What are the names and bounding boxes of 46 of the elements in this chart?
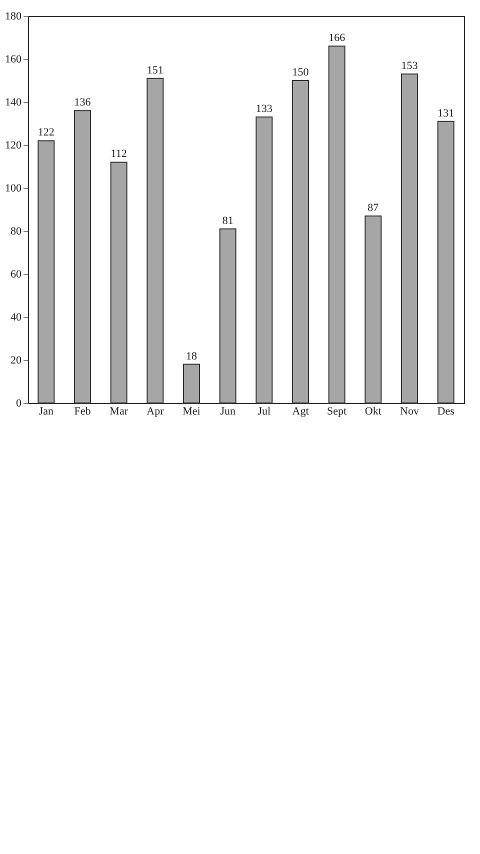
y-tick-label: 80 — [10, 226, 22, 238]
y-tick-label: 140 — [5, 96, 22, 108]
y-tick-label: 40 — [10, 312, 22, 324]
data-label: 112 — [110, 148, 127, 160]
bar — [74, 110, 91, 404]
data-label: 150 — [292, 66, 310, 78]
y-tick-label: 60 — [10, 268, 22, 280]
data-label: 136 — [74, 96, 92, 109]
x-tick-label: Agt — [292, 406, 309, 418]
bar — [183, 364, 200, 404]
bar — [146, 78, 164, 404]
bar — [38, 140, 55, 404]
bar — [219, 228, 236, 404]
y-tick-label: 100 — [5, 182, 22, 194]
data-label: 153 — [401, 60, 418, 72]
data-label: 166 — [328, 32, 346, 44]
data-label: 87 — [368, 202, 380, 214]
bar — [256, 116, 273, 404]
x-tick-label: Apr — [146, 406, 164, 418]
x-tick-label: Okt — [364, 406, 382, 418]
x-tick-label: Sept — [327, 406, 347, 418]
x-tick-label: Jun — [220, 406, 236, 418]
y-tick-label: 160 — [5, 54, 22, 66]
data-label: 81 — [222, 214, 234, 227]
bar — [437, 120, 454, 404]
x-tick-label: Mei — [182, 406, 200, 418]
data-label: 122 — [38, 126, 54, 139]
bar — [110, 162, 128, 404]
x-tick-label: Des — [437, 406, 454, 418]
data-label: 151 — [146, 64, 164, 76]
y-tick-label: 180 — [5, 10, 22, 22]
x-tick-label: Feb — [74, 406, 92, 418]
x-tick-label: Nov — [400, 406, 420, 418]
y-tick-label: 20 — [10, 354, 22, 366]
data-label: 18 — [186, 350, 198, 362]
y-tick-label: 120 — [5, 140, 22, 152]
x-tick-label: Jul — [258, 406, 271, 418]
x-tick-label: Jan — [38, 406, 54, 418]
bar — [401, 74, 418, 404]
bar — [292, 80, 309, 404]
x-tick-label: Mar — [110, 406, 128, 418]
data-label: 133 — [256, 103, 273, 116]
y-tick-label: 0 — [16, 398, 22, 410]
bar — [364, 215, 382, 404]
data-label: 131 — [438, 107, 454, 120]
bar — [328, 46, 346, 404]
